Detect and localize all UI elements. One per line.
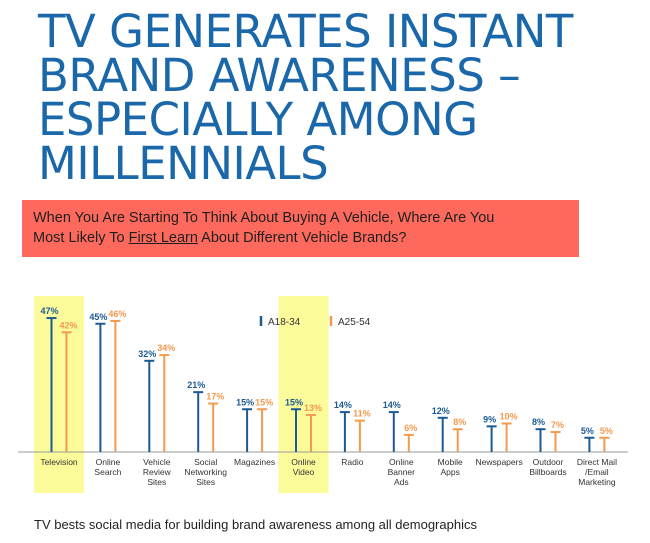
category-label-9: Newspapers (475, 457, 522, 467)
data-label-s0-4: 15% (236, 397, 254, 407)
category-label-line: Social (194, 457, 217, 467)
category-label-line: Mobile (438, 457, 463, 467)
category-label-line: /Email (585, 467, 609, 477)
title-line-4: MILLENNIALS (38, 137, 329, 190)
data-label-s1-3: 17% (206, 392, 224, 402)
category-label-line: Networking (184, 467, 227, 477)
data-label-s0-11: 5% (581, 426, 594, 436)
data-label-s0-6: 14% (334, 400, 352, 410)
category-label-11: Direct Mail/Email Marketing (577, 457, 617, 487)
category-label-line: Sites (147, 477, 166, 487)
title-line-2: BRAND AWARENESS – (38, 49, 521, 102)
data-label-s0-7: 14% (383, 400, 401, 410)
question-line-2: Most Likely To First Learn About Differe… (33, 228, 579, 248)
data-label-s1-4: 15% (255, 397, 273, 407)
category-label-line: Sites (196, 477, 215, 487)
data-label-s0-8: 12% (432, 406, 450, 416)
survey-question-banner: When You Are Starting To Think About Buy… (22, 200, 579, 257)
category-label-line: Online (96, 457, 121, 467)
bar-chart: 47%45%32%21%15% 15% 14% 14%12%9% 8%5%42%46%3… (18, 296, 628, 493)
legend-label-s1: A25-54 (338, 317, 371, 328)
data-label-s0-1: 45% (89, 312, 107, 322)
category-label-line: Apps (441, 467, 460, 477)
highlight-5 (278, 296, 329, 493)
data-label-s0-10: 8% (532, 417, 545, 427)
title-line-3: ESPECIALLY AMONG (38, 93, 478, 146)
page-title: TV GENERATES INSTANT BRAND AWARENESS – E… (38, 5, 638, 190)
category-label-line: Direct Mail (577, 457, 617, 467)
category-label-line: Magazines (234, 457, 275, 467)
category-label-line: Banner (388, 467, 416, 477)
footer-caption: TV bests social media for building brand… (34, 517, 477, 532)
category-label-line: Online (389, 457, 414, 467)
data-label-s0-3: 21% (187, 380, 205, 390)
data-label-s1-11: 5% (600, 426, 613, 436)
question-emphasis: First Learn (128, 230, 198, 246)
category-label-line: Ads (394, 477, 409, 487)
category-label-line: Radio (341, 457, 363, 467)
category-label-line: Newspapers (475, 457, 522, 467)
category-label-5: Online Video (291, 457, 316, 477)
category-label-7: Online Banner Ads (388, 457, 416, 487)
category-label-line: Video (293, 467, 315, 477)
data-label-s1-10: 7% (551, 420, 564, 430)
category-label-6: Radio (341, 457, 363, 467)
category-label-2: Vehicle Review Sites (143, 457, 172, 487)
data-label-s1-6: 11% (353, 409, 371, 419)
legend-label-s0: A18-34 (268, 317, 301, 328)
question-line-2-start: Most Likely To (33, 230, 129, 246)
question-line-1: When You Are Starting To Think About Buy… (33, 210, 495, 226)
category-label-line: Review (143, 467, 172, 477)
data-label-s1-7: 6% (404, 423, 417, 433)
category-label-0: Television (40, 457, 78, 467)
category-label-line: Television (40, 457, 78, 467)
category-label-line: Outdoor (533, 457, 564, 467)
data-label-s1-8: 8% (453, 417, 466, 427)
category-label-3: Social Networking Sites (184, 457, 227, 487)
data-label-s1-9: 10% (500, 412, 518, 422)
highlight-0 (34, 296, 84, 493)
category-label-8: Mobile Apps (438, 457, 463, 477)
title-line-1: TV GENERATES INSTANT (38, 5, 573, 58)
data-label-s0-0: 47% (40, 306, 58, 316)
category-label-line: Billboards (529, 467, 566, 477)
category-label-line: Search (94, 467, 121, 477)
category-label-10: Outdoor Billboards (529, 457, 566, 477)
question-line-2-end: About Different Vehicle Brands? (197, 230, 407, 246)
data-label-s1-1: 46% (108, 309, 126, 319)
category-label-line: Vehicle (143, 457, 171, 467)
data-label-s1-2: 34% (157, 343, 175, 353)
category-label-line: Marketing (578, 477, 616, 487)
category-label-1: Online Search (94, 457, 121, 477)
data-label-s1-0: 42% (59, 320, 77, 330)
data-label-s0-2: 32% (138, 349, 156, 359)
category-label-line: Online (291, 457, 316, 467)
data-label-s1-5: 13% (304, 403, 322, 413)
data-label-s0-9: 9% (483, 414, 496, 424)
data-label-s0-5: 15% (285, 397, 303, 407)
category-label-4: Magazines (234, 457, 275, 467)
